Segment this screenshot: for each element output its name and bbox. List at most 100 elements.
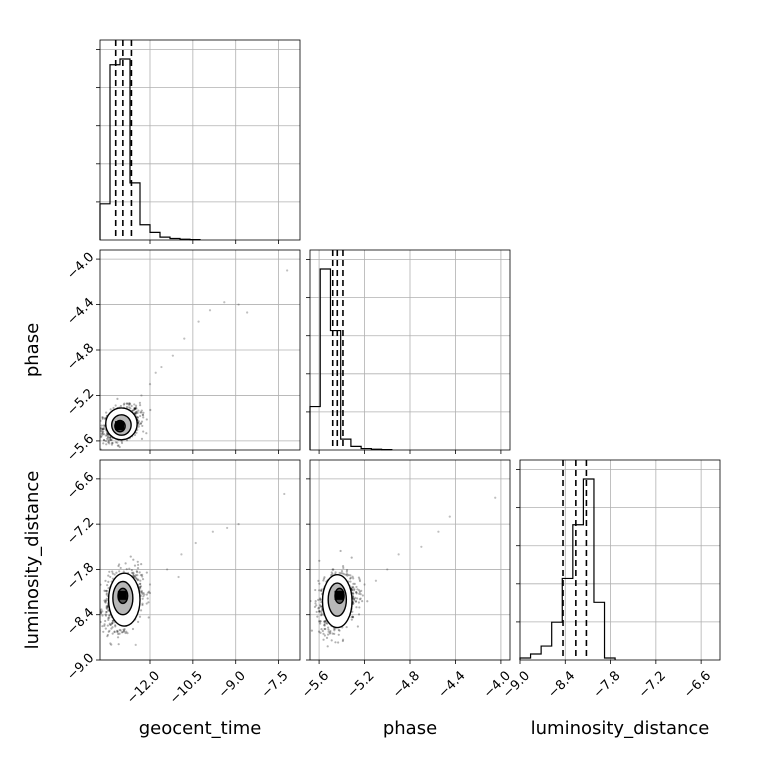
sample-point — [108, 622, 111, 625]
sample-point — [142, 591, 145, 595]
sample-point — [133, 575, 136, 578]
sample-point — [397, 553, 400, 556]
sample-point — [355, 606, 358, 609]
sample-point — [320, 589, 323, 592]
sample-point — [101, 614, 104, 617]
sample-point — [352, 582, 355, 585]
sample-point — [105, 610, 108, 614]
sample-point — [137, 578, 140, 581]
sample-point — [237, 303, 240, 306]
y-axis-label-luminosity_distance: luminosity_distance — [22, 471, 43, 650]
sample-point — [358, 590, 361, 594]
sample-point — [317, 607, 320, 610]
sample-point — [101, 416, 105, 419]
sample-point — [325, 636, 329, 639]
histogram-bars — [309, 268, 393, 451]
sample-point — [323, 622, 326, 626]
sample-point — [103, 623, 106, 626]
sample-point — [334, 641, 337, 644]
sample-point — [139, 579, 142, 582]
sample-point — [351, 592, 354, 595]
sample-point — [331, 568, 334, 571]
sample-point — [322, 577, 326, 580]
sample-point — [139, 585, 143, 588]
sample-point — [113, 573, 116, 576]
sample-point — [355, 592, 358, 595]
sample-point — [137, 563, 140, 566]
sample-point — [94, 422, 96, 424]
x-tick-label: −6.6 — [681, 668, 714, 701]
sample-point — [101, 431, 104, 435]
sample-point — [314, 602, 317, 605]
sample-point — [108, 436, 112, 439]
sample-point — [108, 629, 111, 632]
x-axis-label-phase: phase — [383, 718, 437, 739]
sample-point — [103, 599, 106, 602]
sample-point — [333, 629, 336, 632]
sample-point — [107, 587, 110, 590]
x-tick-label: −10.5 — [167, 668, 206, 707]
sample-point — [134, 412, 137, 415]
sample-point — [106, 584, 109, 587]
sample-point — [314, 600, 317, 603]
sample-point — [197, 320, 200, 323]
sample-point — [118, 445, 121, 449]
sample-point — [331, 572, 334, 576]
sample-point — [141, 424, 144, 428]
sample-point — [97, 625, 99, 627]
scatter-geocent_time-phase — [94, 249, 301, 454]
sample-point — [134, 404, 138, 407]
sample-point — [310, 599, 312, 603]
sample-point — [141, 592, 144, 595]
sample-point — [131, 627, 135, 631]
sample-point — [339, 549, 342, 553]
sample-point — [105, 434, 109, 437]
sample-point — [137, 420, 140, 423]
sample-point — [110, 443, 114, 446]
sample-point — [352, 592, 355, 595]
scatter-points — [97, 492, 286, 647]
sample-point — [317, 630, 321, 633]
sample-point — [357, 601, 360, 604]
sample-point — [140, 394, 143, 397]
sample-point — [96, 436, 98, 438]
sample-point — [356, 625, 359, 628]
sample-point — [98, 438, 100, 440]
sample-point — [103, 433, 106, 436]
sample-point — [353, 582, 356, 585]
sample-point — [121, 630, 124, 634]
sample-point — [100, 432, 103, 435]
sample-point — [322, 579, 325, 582]
sample-point — [320, 600, 323, 604]
sample-point — [100, 611, 103, 614]
sample-point — [305, 585, 307, 587]
sample-point — [100, 424, 103, 427]
sample-point — [318, 609, 321, 613]
sample-point — [319, 631, 322, 634]
sample-point — [338, 629, 341, 632]
sample-point — [132, 574, 135, 577]
sample-point — [139, 587, 142, 590]
density-peak — [334, 590, 344, 600]
sample-point — [211, 530, 214, 533]
sample-point — [350, 586, 353, 589]
sample-point — [134, 643, 137, 647]
sample-point — [142, 430, 145, 433]
sample-point — [104, 627, 107, 630]
sample-point — [315, 604, 318, 607]
sample-point — [111, 572, 114, 575]
sample-point — [109, 623, 112, 626]
sample-point — [132, 409, 135, 412]
sample-point — [119, 566, 122, 570]
sample-point — [134, 574, 137, 577]
sample-point — [107, 440, 110, 443]
sample-point — [107, 616, 111, 619]
sample-point — [109, 438, 112, 442]
sample-point — [286, 269, 289, 272]
sample-point — [320, 611, 323, 615]
sample-point — [111, 621, 114, 625]
sample-point — [136, 415, 139, 419]
sample-point — [109, 623, 112, 626]
sample-point — [137, 423, 141, 426]
y-tick-label: −4.0 — [64, 250, 97, 283]
